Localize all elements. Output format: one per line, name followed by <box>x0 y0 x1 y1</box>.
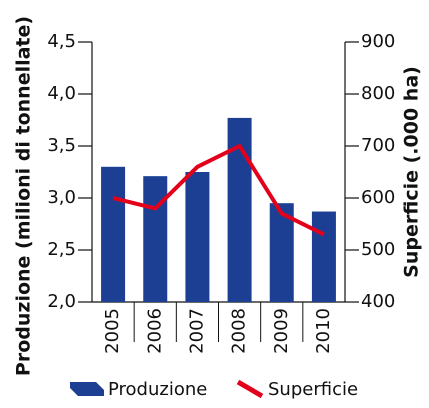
y-tick-label: 4,0 <box>47 83 76 104</box>
y2-tick-label: 700 <box>361 135 395 156</box>
legend-label: Superficie <box>268 379 358 400</box>
bar <box>185 172 210 302</box>
y2-axis-title: Superficie (.000 ha) <box>401 66 423 278</box>
y2-tick-label: 600 <box>361 187 395 208</box>
legend-label: Produzione <box>108 379 207 400</box>
legend-swatch <box>70 382 104 396</box>
y2-tick-label: 900 <box>361 31 395 52</box>
y-tick-label: 3,5 <box>47 135 76 156</box>
y-tick-label: 4,5 <box>47 31 76 52</box>
x-tick-label: 2008 <box>229 308 250 354</box>
y-tick-label: 2,0 <box>47 291 76 312</box>
y2-tick-label: 800 <box>361 83 395 104</box>
bar <box>311 211 336 302</box>
bar <box>143 176 168 302</box>
y-axis-title: Produzione (milioni di tonnellate) <box>13 16 35 376</box>
legend-swatch <box>236 379 264 399</box>
x-tick-label: 2007 <box>186 308 207 354</box>
y-tick-label: 3,0 <box>47 187 76 208</box>
y2-tick-label: 500 <box>361 239 395 260</box>
x-tick-label: 2006 <box>144 308 165 354</box>
x-tick-label: 2005 <box>102 308 123 354</box>
x-tick-label: 2010 <box>313 308 334 354</box>
y2-tick-label: 400 <box>361 291 395 312</box>
x-tick-label: 2009 <box>271 308 292 354</box>
bar <box>101 166 126 302</box>
y-tick-label: 2,5 <box>47 239 76 260</box>
line <box>112 144 325 237</box>
